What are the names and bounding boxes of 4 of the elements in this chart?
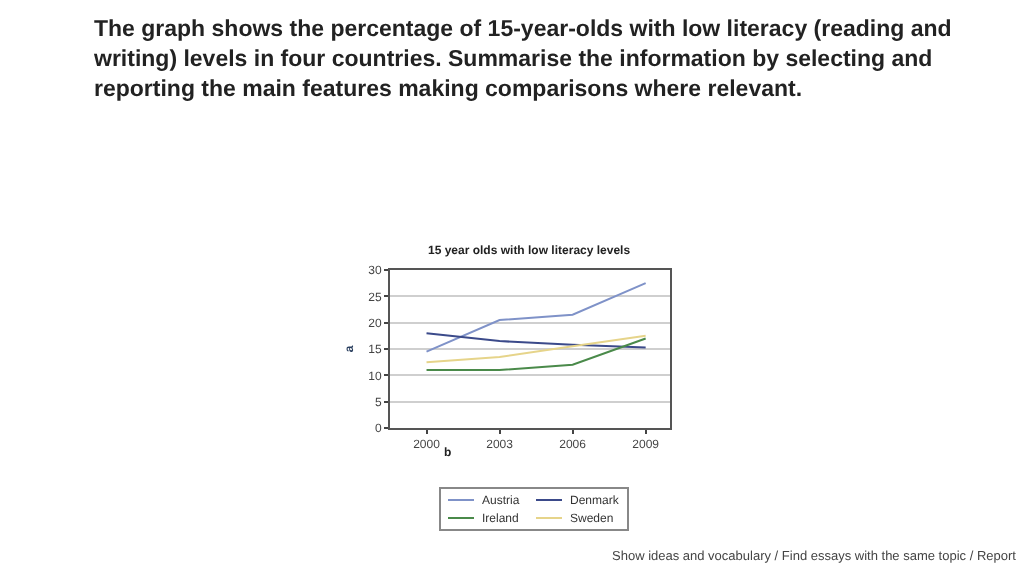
text: The graph shows the percentage of 15-year-olds with low literacy (reading and writing) levels in four countries. Summarise the information by selecting and reporting the main features making comparisons where relevant. bbox=[92, 18, 952, 102]
line-series bbox=[425, 282, 647, 353]
line-series bbox=[425, 334, 647, 364]
line-series bbox=[425, 332, 647, 349]
